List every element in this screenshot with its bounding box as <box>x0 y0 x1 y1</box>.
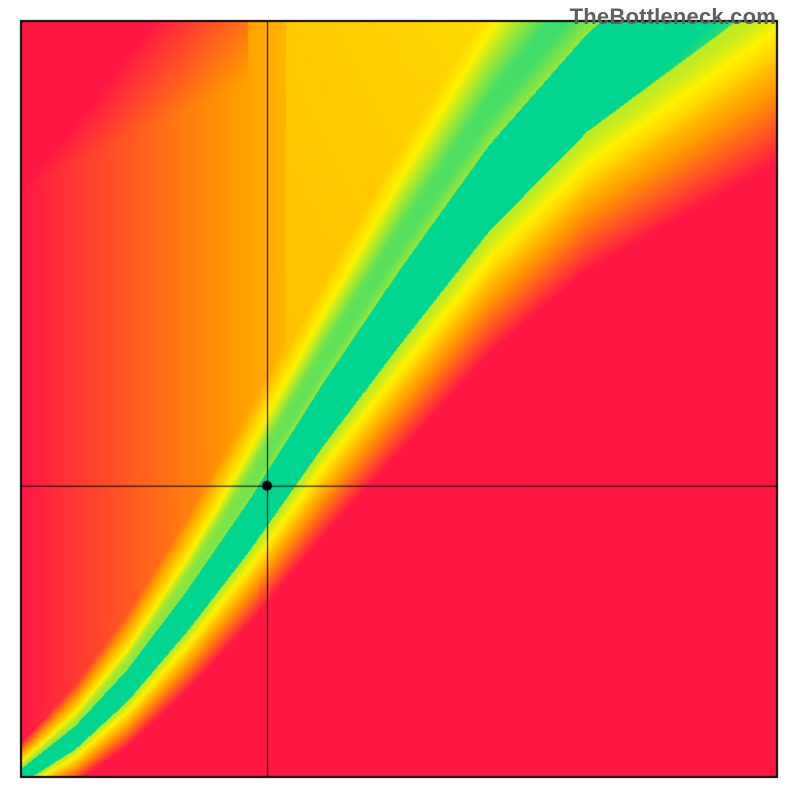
watermark-text: TheBottleneck.com <box>570 4 776 30</box>
heatmap-canvas <box>0 0 800 800</box>
chart-container: TheBottleneck.com <box>0 0 800 800</box>
